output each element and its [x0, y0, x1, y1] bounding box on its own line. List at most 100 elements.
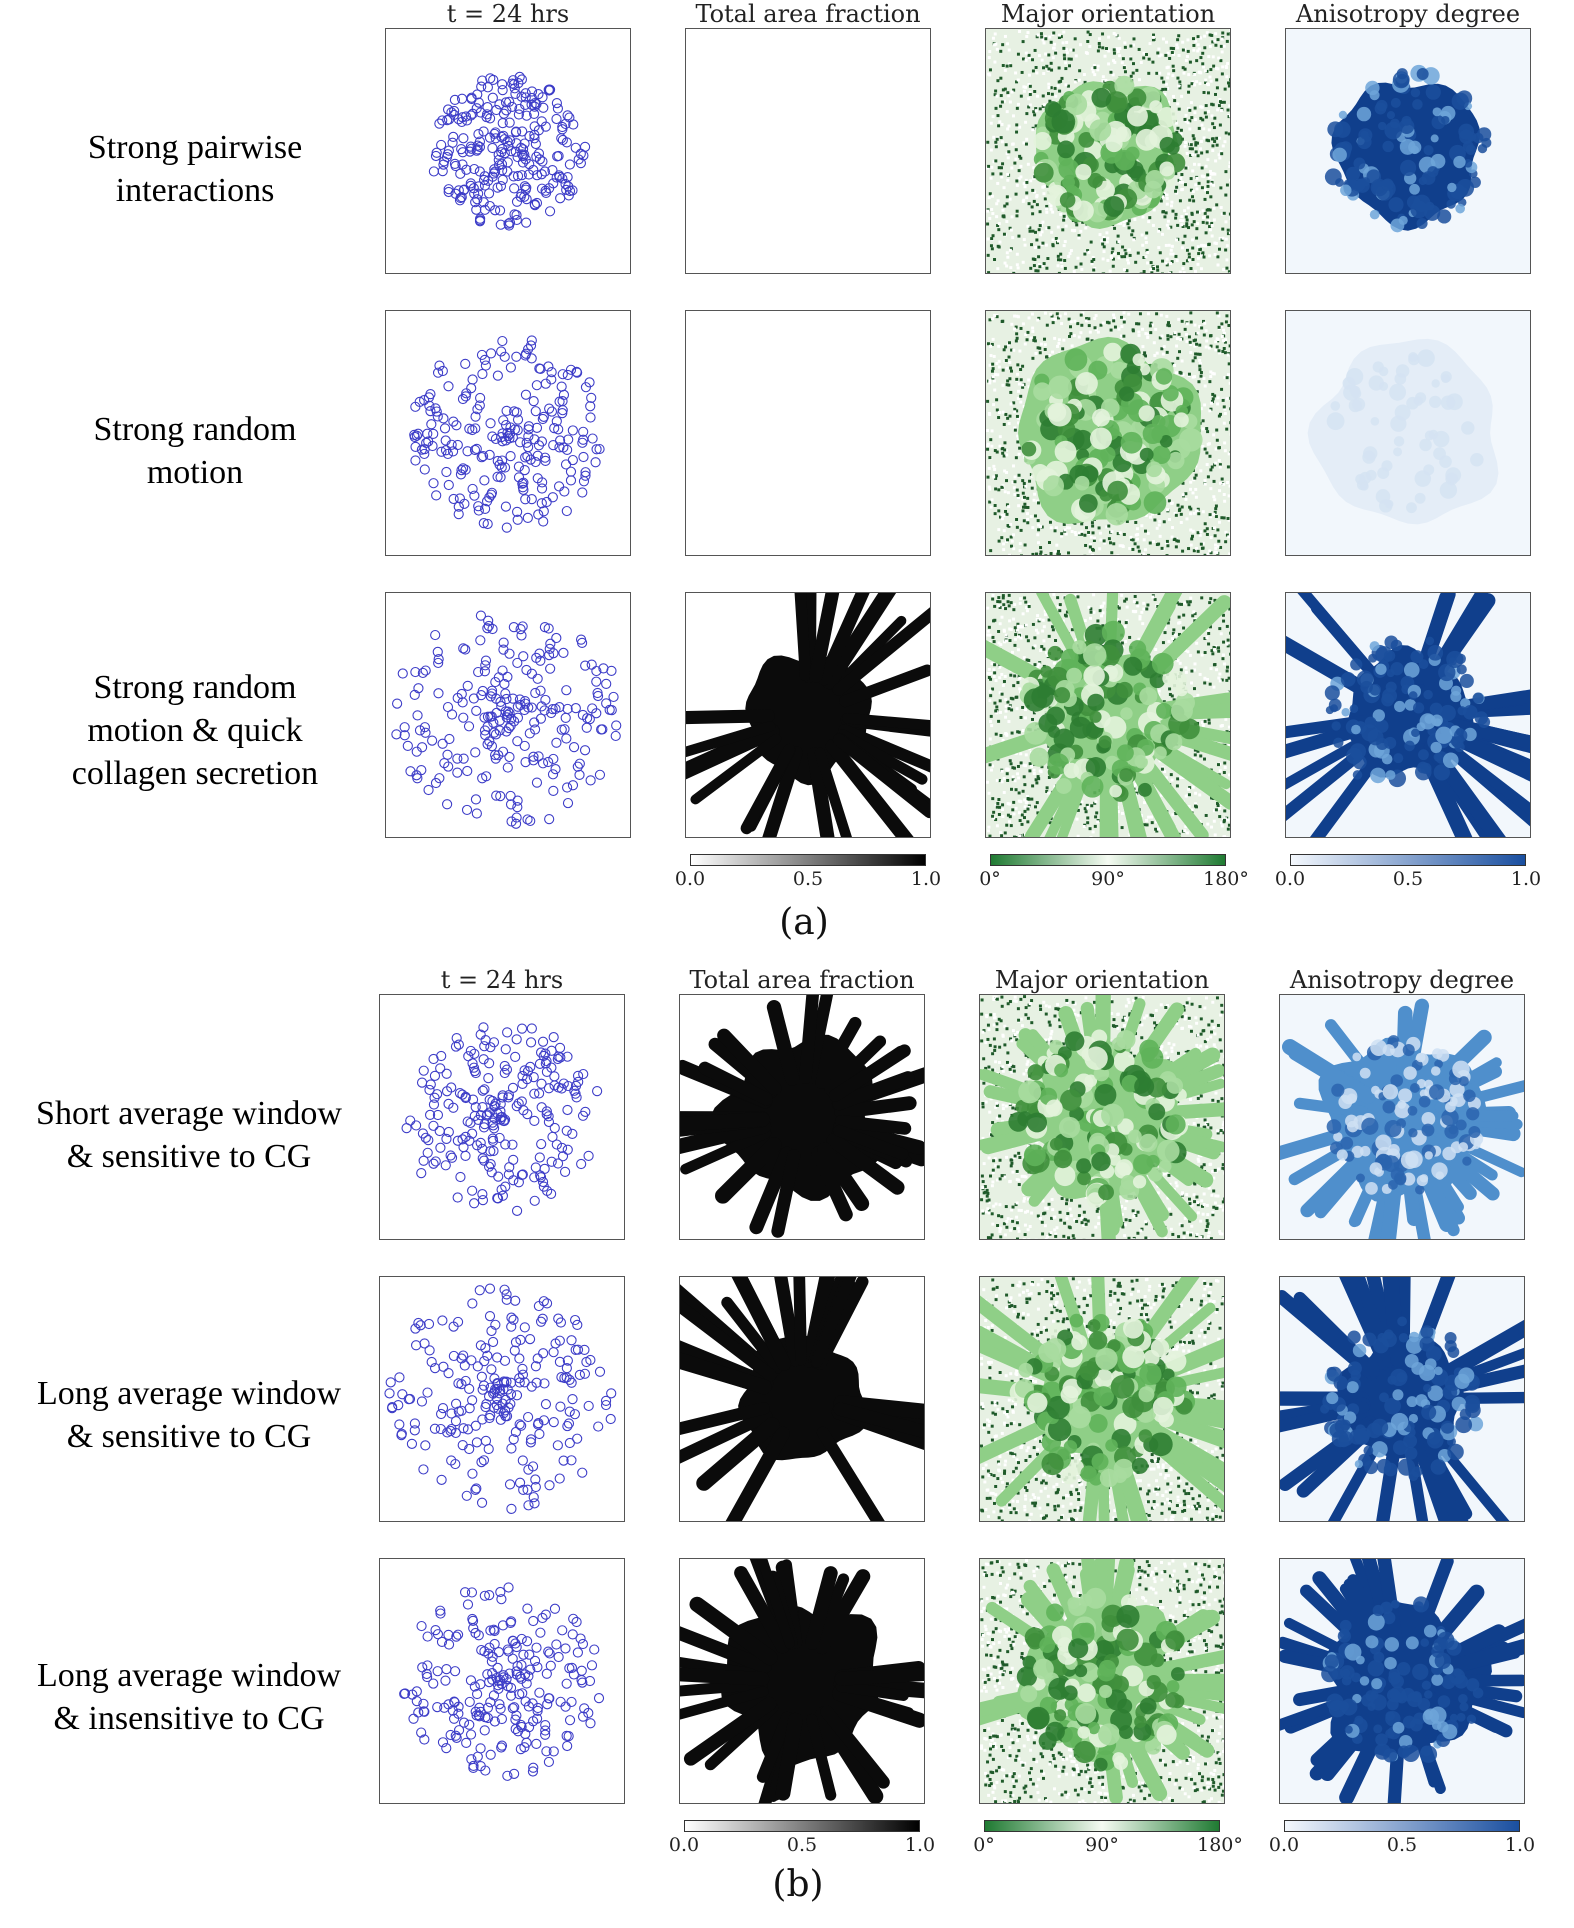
cell-marker — [497, 335, 508, 347]
cell-marker — [443, 186, 454, 198]
cell-marker — [416, 444, 428, 455]
cell-marker — [589, 1644, 600, 1655]
cell-marker — [543, 1116, 555, 1128]
cell-marker — [428, 1099, 440, 1110]
cell-marker — [385, 1377, 396, 1388]
cell-marker — [534, 1152, 545, 1163]
cell-marker — [443, 381, 454, 392]
cell-marker — [499, 1405, 511, 1416]
cell-marker — [477, 1085, 488, 1096]
cell-marker — [564, 112, 575, 123]
cell-marker — [520, 92, 531, 103]
cell-marker — [485, 1697, 496, 1708]
cell-marker — [563, 1418, 575, 1429]
cell-marker — [458, 133, 469, 144]
cell-marker — [538, 1296, 549, 1307]
cell-marker — [488, 1690, 500, 1701]
cell-marker — [485, 348, 497, 359]
cell-marker — [531, 380, 542, 391]
cell-marker — [500, 1139, 511, 1150]
cell-marker — [524, 728, 535, 739]
cell-marker — [533, 89, 544, 100]
cell-marker — [562, 1355, 573, 1366]
cell-marker — [601, 678, 612, 689]
cell-marker — [419, 1734, 430, 1745]
cell-marker — [486, 1364, 497, 1375]
cell-marker — [496, 147, 507, 158]
cell-marker — [457, 1089, 468, 1100]
cell-marker — [474, 141, 486, 153]
cell-marker — [511, 1034, 522, 1045]
cell-marker — [546, 707, 557, 719]
cell-marker — [461, 804, 473, 816]
cell-marker — [526, 702, 537, 713]
cell-marker — [517, 1169, 528, 1180]
cell-marker — [462, 765, 473, 777]
cell-marker — [557, 134, 568, 146]
cell-marker — [574, 769, 585, 781]
cell-marker — [489, 164, 500, 175]
cell-marker — [545, 1188, 557, 1199]
cell-marker — [457, 463, 469, 474]
cell-marker — [549, 1122, 560, 1134]
cell-marker — [528, 751, 539, 762]
cell-marker — [551, 632, 562, 644]
cell-marker — [561, 505, 572, 517]
cell-marker — [494, 725, 505, 736]
cell-marker — [483, 620, 494, 632]
cell-marker — [432, 1109, 444, 1121]
cell-marker — [484, 1283, 496, 1294]
cell-marker — [460, 644, 471, 655]
cell-marker — [444, 733, 455, 745]
cell-marker — [488, 1120, 499, 1131]
cell-marker — [452, 1629, 464, 1640]
cell-marker — [434, 1125, 445, 1137]
cell-marker — [487, 623, 498, 635]
cell-marker — [529, 717, 540, 728]
cell-marker — [558, 389, 570, 401]
cell-marker — [570, 142, 581, 153]
cell-marker — [478, 1455, 490, 1466]
cell-marker — [442, 104, 454, 115]
cell-marker — [514, 1353, 525, 1364]
cell-marker — [543, 1646, 554, 1657]
panel-a-r2-cells — [385, 310, 631, 556]
cell-marker — [511, 1710, 522, 1721]
cell-marker — [469, 1110, 480, 1122]
cell-marker — [557, 173, 568, 184]
cell-marker — [533, 509, 544, 520]
panel-a-r1-cells — [385, 28, 631, 274]
cell-marker — [438, 413, 449, 424]
cell-marker — [517, 1455, 528, 1466]
cell-marker — [489, 1373, 500, 1384]
cell-marker — [522, 451, 533, 462]
row-label-line: Long average window — [36, 1657, 341, 1694]
cell-marker — [433, 654, 444, 665]
colorbar-area-fraction — [684, 1820, 920, 1832]
cell-marker — [582, 713, 593, 724]
cell-marker — [551, 1139, 562, 1150]
cell-marker — [532, 673, 543, 684]
cell-marker — [554, 1042, 566, 1053]
panel-b-r3-area — [679, 1558, 925, 1804]
cell-marker — [481, 109, 493, 120]
cell-marker — [399, 1688, 410, 1700]
cell-marker — [416, 1727, 427, 1738]
cell-marker — [460, 358, 471, 369]
cell-marker — [529, 121, 540, 132]
cell-marker — [591, 676, 602, 687]
cell-marker — [577, 1711, 589, 1722]
cell-marker — [521, 664, 532, 676]
cell-marker — [422, 1631, 433, 1642]
cell-marker — [471, 1140, 483, 1151]
cell-marker — [587, 433, 598, 444]
cell-marker — [539, 1378, 550, 1389]
cell-marker — [552, 103, 563, 114]
cell-marker — [449, 94, 461, 106]
cell-marker — [448, 416, 459, 427]
cell-marker — [397, 1389, 408, 1400]
cell-marker — [611, 720, 622, 731]
subfigure-label-a: (a) — [779, 902, 829, 943]
cell-marker — [466, 1587, 478, 1598]
cell-marker — [486, 489, 497, 500]
